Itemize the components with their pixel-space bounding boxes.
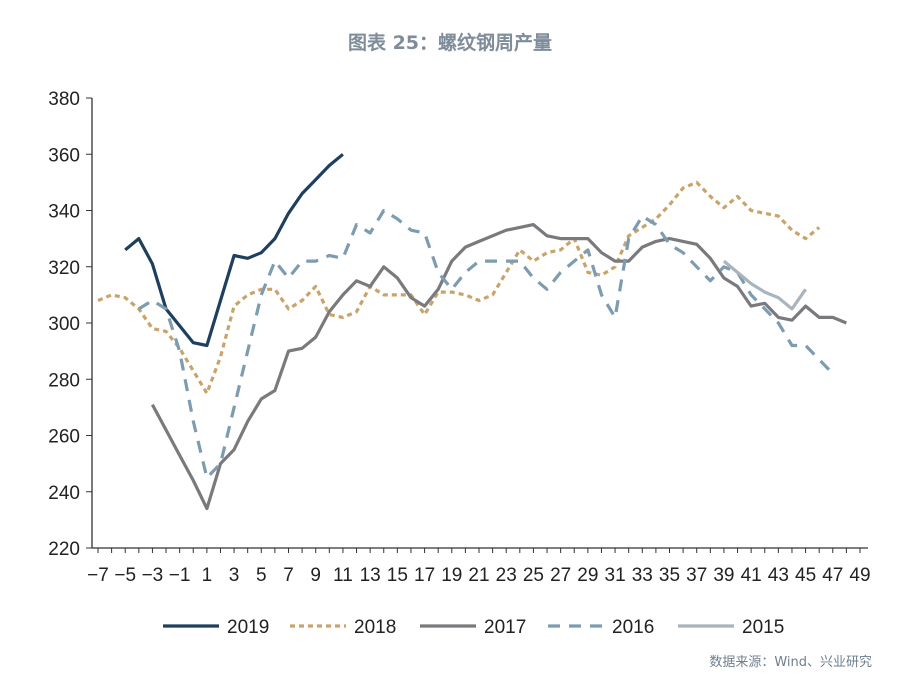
legend-label-2016: 2016 (612, 617, 654, 638)
x-tick-label: 5 (256, 565, 267, 586)
x-tick-label: 9 (310, 565, 321, 586)
series-line-2017 (150, 223, 848, 511)
x-tick-label: 47 (822, 565, 843, 586)
y-tick-label: 260 (48, 427, 80, 448)
y-tick-label: 240 (48, 483, 80, 504)
legend-label-2018: 2018 (354, 617, 396, 638)
x-tick-label: 11 (333, 565, 353, 586)
x-tick-label: 25 (523, 565, 544, 586)
x-tick-label: 33 (632, 565, 653, 586)
chart-title: 图表 25：螺纹钢周产量 (347, 32, 553, 54)
x-tick-label: 39 (713, 565, 734, 586)
x-tick-label: −5 (114, 565, 136, 586)
x-tick-label: 1 (202, 565, 213, 586)
x-tick-label: 27 (550, 565, 571, 586)
y-tick-label: 320 (48, 258, 80, 279)
x-tick-label: 41 (741, 565, 762, 586)
series-line-2019 (124, 153, 344, 348)
series-line-2015 (722, 259, 807, 311)
x-tick-label: 17 (414, 565, 435, 586)
x-tick-label: −3 (142, 565, 164, 586)
x-tick-label: 35 (659, 565, 680, 586)
x-tick-label: 43 (768, 565, 789, 586)
x-tick-label: 13 (360, 565, 381, 586)
legend-label-2015: 2015 (742, 617, 784, 638)
source-note: 数据来源：Wind、兴业研究 (709, 655, 872, 670)
x-tick-label: 3 (229, 565, 240, 586)
x-tick-label: 45 (795, 565, 816, 586)
legend-label-2019: 2019 (227, 617, 269, 638)
series-line-2016 (137, 208, 834, 480)
series-line-2018 (97, 180, 821, 395)
x-tick-label: 49 (849, 565, 870, 586)
x-tick-label: 23 (496, 565, 517, 586)
legend-label-2017: 2017 (484, 617, 526, 638)
x-tick-label: −1 (169, 565, 191, 586)
y-tick-label: 300 (48, 314, 80, 335)
x-tick-label: 29 (577, 565, 598, 586)
y-tick-label: 380 (48, 89, 80, 110)
x-tick-label: 31 (605, 565, 626, 586)
x-tick-label: −7 (87, 565, 109, 586)
y-tick-label: 360 (48, 145, 80, 166)
x-tick-label: 21 (468, 565, 489, 586)
y-tick-label: 280 (48, 370, 80, 391)
y-tick-label: 340 (48, 202, 80, 223)
x-tick-label: 37 (686, 565, 707, 586)
y-tick-label: 220 (48, 539, 80, 560)
x-tick-label: 15 (387, 565, 408, 586)
x-tick-label: 7 (283, 565, 294, 586)
x-tick-label: 19 (441, 565, 462, 586)
